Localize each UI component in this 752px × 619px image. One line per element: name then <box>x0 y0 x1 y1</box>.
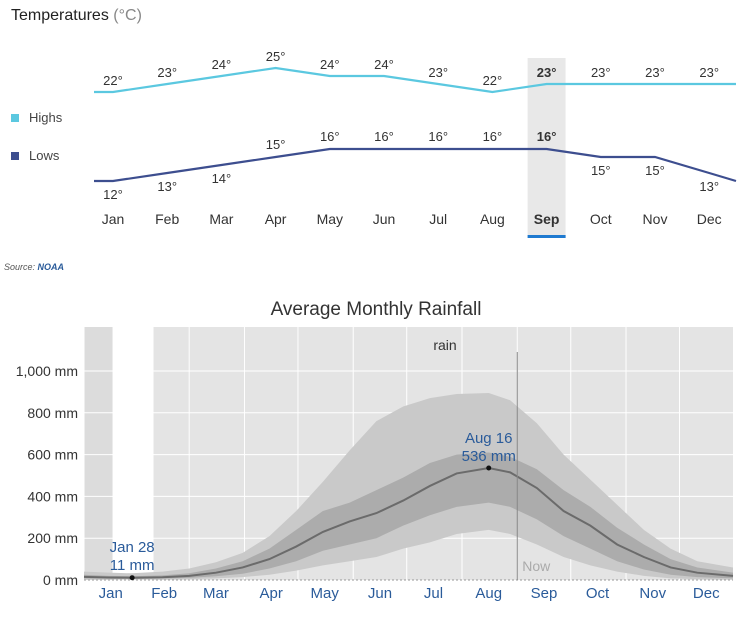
month-tick-label: May <box>317 211 343 227</box>
min-point-marker <box>129 575 135 581</box>
x-tick-label: Jun <box>368 585 392 602</box>
x-tick-label: Oct <box>586 585 610 602</box>
month-tick-label: Apr <box>265 211 287 227</box>
month-tick-label: Mar <box>209 211 233 227</box>
x-tick-label: Dec <box>693 585 720 602</box>
highs-data-label: 23° <box>699 65 719 80</box>
legend-highs: Highs <box>11 110 62 125</box>
highlight-underline-sep <box>527 235 566 238</box>
lows-data-label: 16° <box>537 129 557 144</box>
month-tick-label: Sep <box>534 211 560 227</box>
highs-data-label: 24° <box>212 57 232 72</box>
max-annotation-value: 536 mm <box>462 448 516 465</box>
x-tick-label: Jan <box>99 585 123 602</box>
y-tick-label: 1,000 mm <box>16 363 78 379</box>
lows-data-label: 15° <box>591 163 611 178</box>
title-text: Temperatures <box>11 7 109 24</box>
legend-lows-label: Lows <box>29 148 60 163</box>
x-tick-label: May <box>311 585 340 602</box>
highs-line <box>94 66 736 94</box>
highs-data-label: 25° <box>266 49 286 64</box>
now-label: Now <box>522 558 551 574</box>
highs-data-label: 24° <box>374 57 394 72</box>
lows-data-label: 15° <box>645 163 665 178</box>
source-prefix: Source: <box>4 262 36 272</box>
highs-data-label: 22° <box>483 73 503 88</box>
highs-data-label: 23° <box>428 65 448 80</box>
source-link[interactable]: NOAA <box>37 262 65 272</box>
lows-data-label: 16° <box>428 129 448 144</box>
x-tick-label: Aug <box>475 585 502 602</box>
highs-data-label: 23° <box>591 65 611 80</box>
rain-season-band <box>84 327 113 580</box>
highs-data-label: 23° <box>157 65 177 80</box>
month-tick-label: Aug <box>480 211 505 227</box>
x-tick-label: Feb <box>151 585 177 602</box>
min-annotation-date: Jan 28 <box>110 539 155 556</box>
lows-data-label: 15° <box>266 137 286 152</box>
x-tick-label: Nov <box>639 585 666 602</box>
month-tick-label: Oct <box>590 211 612 227</box>
temperature-chart: 22° 23° 24° 25° 24° 24° 23° 22° 23° 23° 23° 23° 12° 1… <box>94 49 737 238</box>
legend-highs-label: Highs <box>29 110 63 125</box>
x-tick-label: Jul <box>424 585 443 602</box>
lows-data-label: 16° <box>320 129 340 144</box>
rainfall-median-line <box>83 466 734 579</box>
max-point-marker <box>486 465 492 471</box>
lows-data-label: 13° <box>699 179 719 194</box>
month-tick-label: Dec <box>697 211 722 227</box>
highs-data-label: 24° <box>320 57 340 72</box>
lows-data-label: 14° <box>212 171 232 186</box>
lows-data-label: 16° <box>374 129 394 144</box>
max-annotation-date: Aug 16 <box>465 430 513 447</box>
x-tick-label: Sep <box>531 585 558 602</box>
month-tick-label: Jan <box>102 211 125 227</box>
highs-swatch-icon <box>11 113 19 122</box>
x-tick-label: Apr <box>260 585 283 602</box>
rainfall-p25-p75-band <box>84 452 733 579</box>
lows-line <box>94 147 737 183</box>
y-tick-label: 800 mm <box>27 405 78 421</box>
lows-data-label: 13° <box>157 179 177 194</box>
y-tick-label: 600 mm <box>27 447 78 463</box>
highs-data-label: 23° <box>645 65 665 80</box>
month-tick-label: Nov <box>643 211 668 227</box>
y-tick-label: 0 mm <box>43 572 78 588</box>
x-tick-label: Mar <box>203 585 229 602</box>
month-tick-label: Feb <box>155 211 179 227</box>
lows-swatch-icon <box>11 151 19 160</box>
lows-data-label: 16° <box>483 129 503 144</box>
highs-data-label: 22° <box>103 73 123 88</box>
highs-data-label: 23° <box>537 65 557 80</box>
rainfall-chart-title: Average Monthly Rainfall <box>270 299 482 320</box>
title-unit: (°C) <box>113 7 142 24</box>
y-tick-label: 200 mm <box>27 530 78 546</box>
legend-lows: Lows <box>11 148 59 163</box>
temperature-chart-title: Temperatures (°C) <box>11 7 142 25</box>
rain-band-label: rain <box>433 337 456 353</box>
min-annotation-value: 11 mm <box>110 557 155 574</box>
month-tick-label: Jul <box>429 211 447 227</box>
lows-data-label: 12° <box>103 187 123 202</box>
y-tick-label: 400 mm <box>27 488 78 504</box>
source-note: Source: NOAA <box>4 262 64 272</box>
month-tick-label: Jun <box>373 211 396 227</box>
